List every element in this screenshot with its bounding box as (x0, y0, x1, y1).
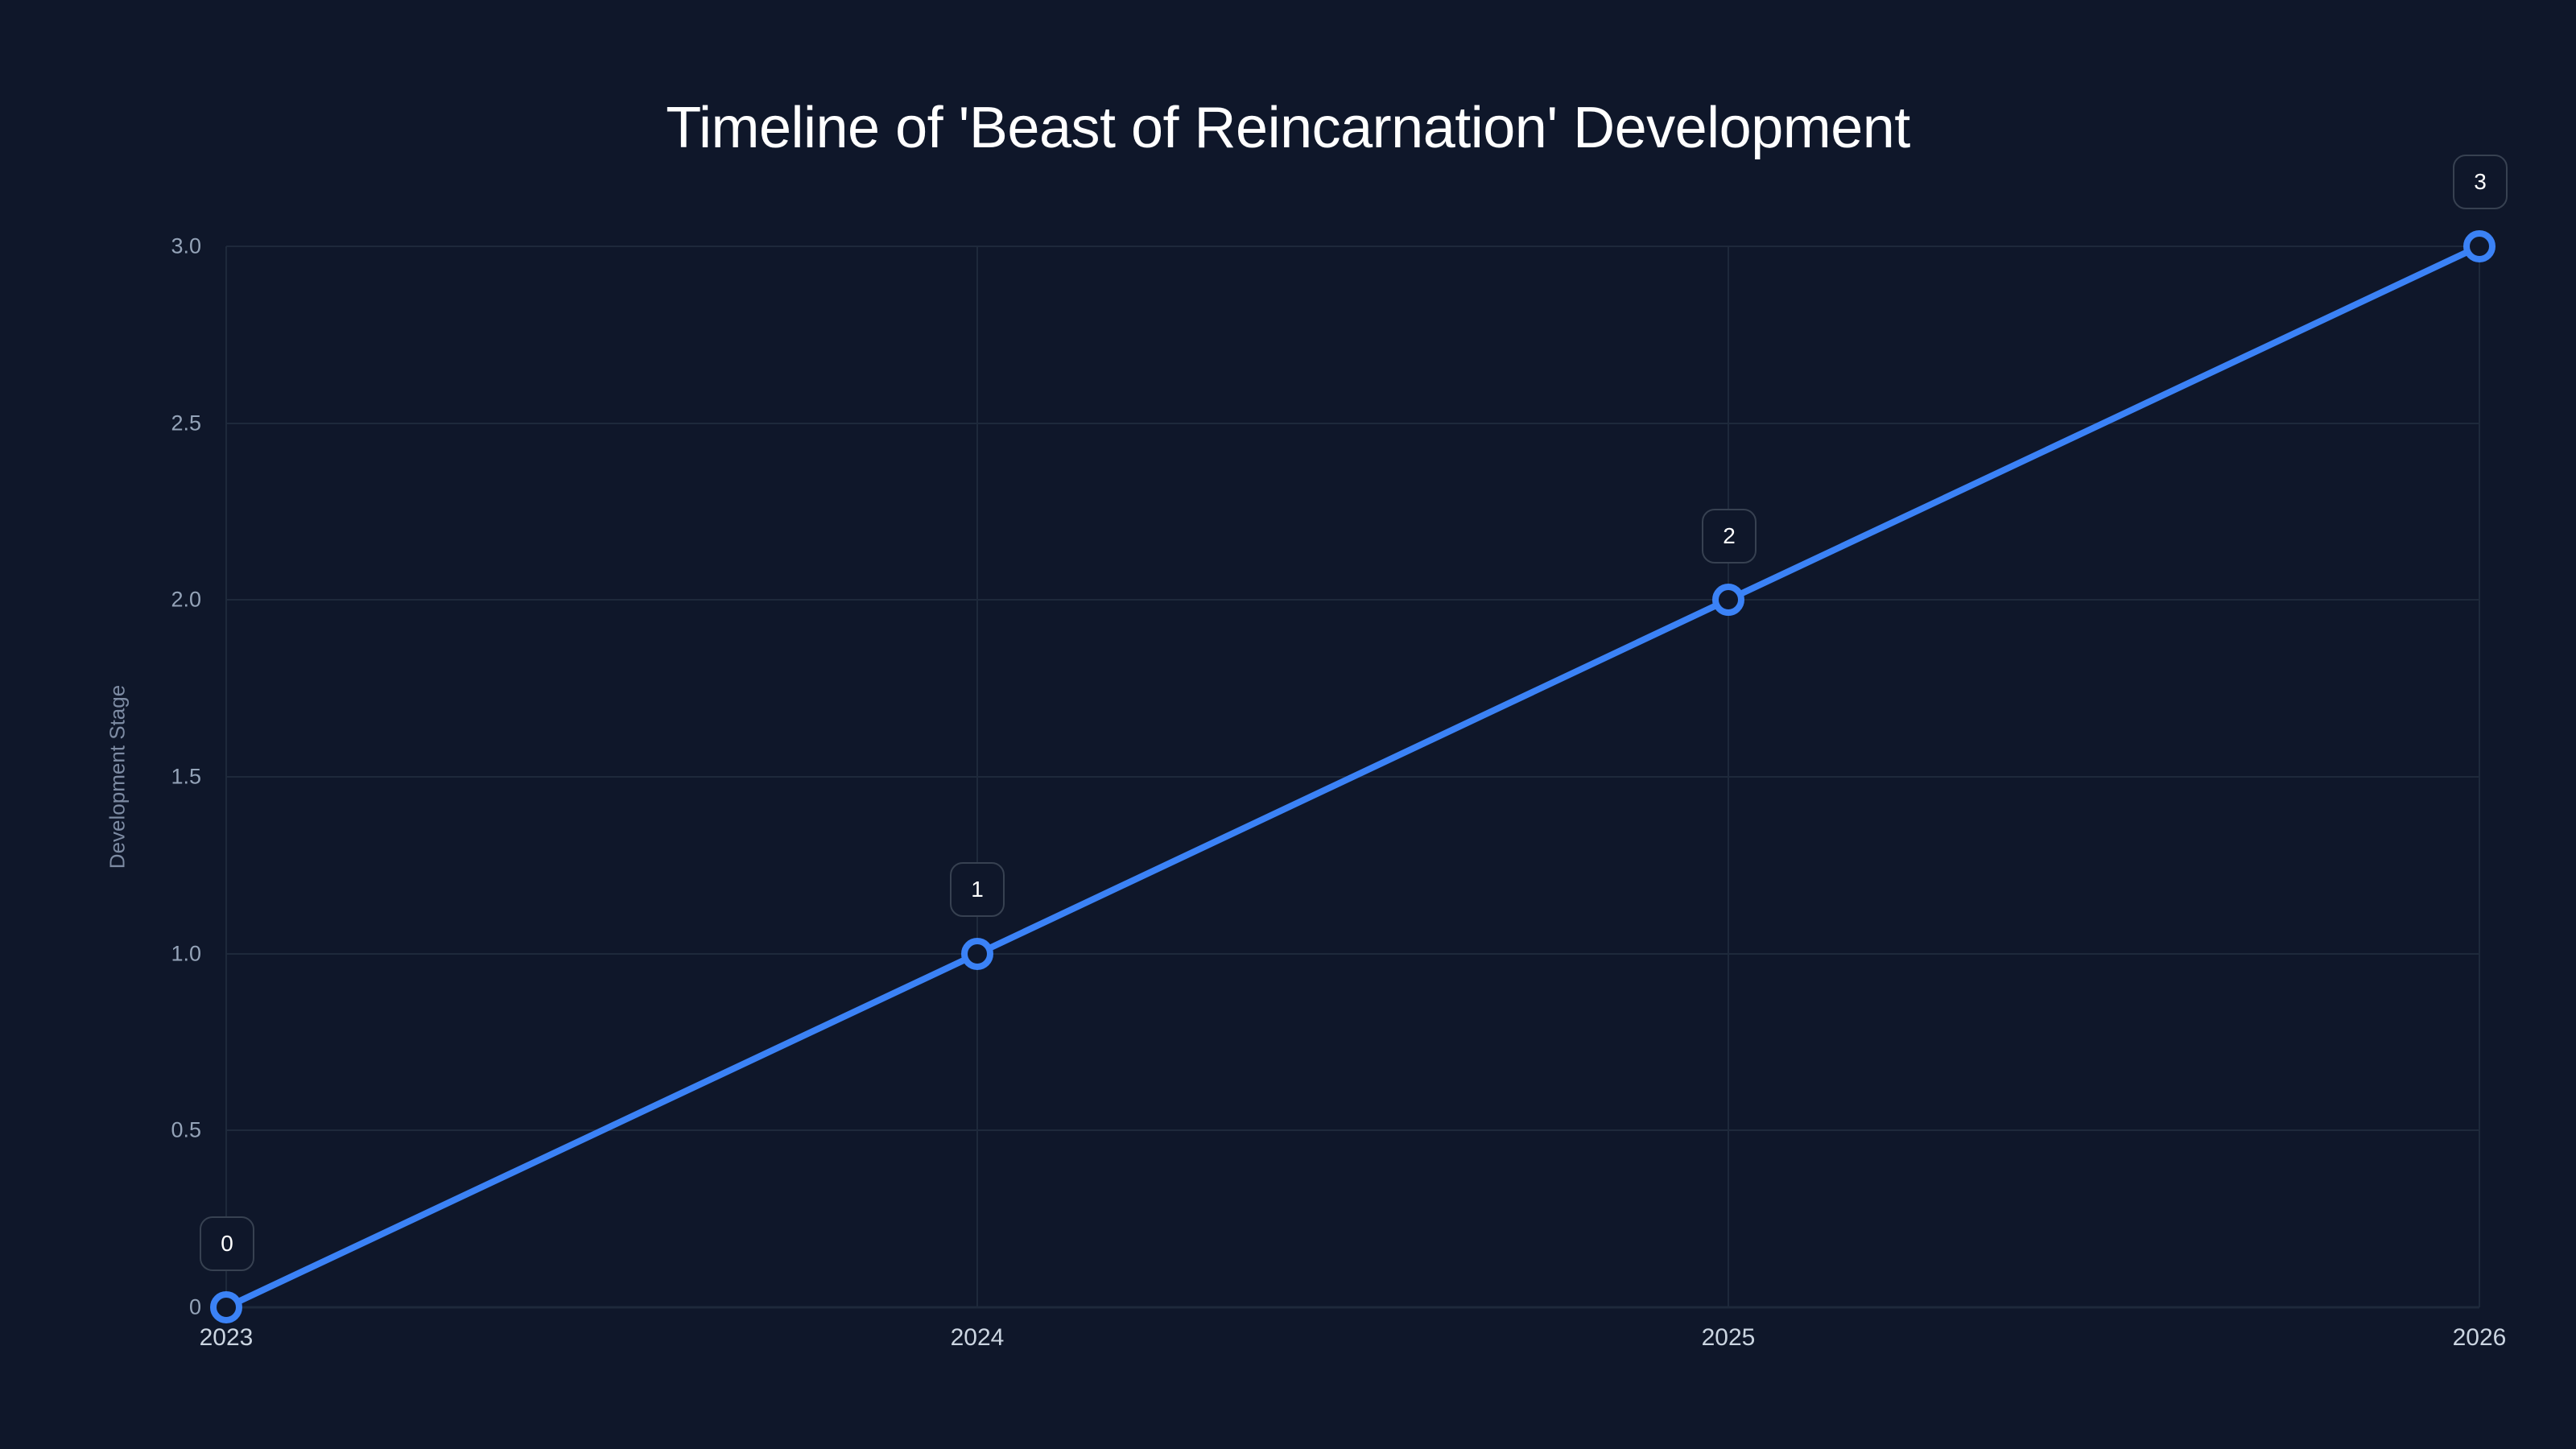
chart-title: Timeline of 'Beast of Reincarnation' Dev… (666, 96, 1910, 160)
data-point[interactable] (1712, 584, 1744, 616)
x-tick: 2023 (199, 1324, 254, 1351)
y-tick: 0.5 (171, 1117, 201, 1142)
y-tick: 2.0 (171, 587, 201, 612)
x-tick: 2025 (1701, 1324, 1756, 1351)
y-tick: 1.0 (171, 941, 201, 966)
data-point[interactable] (210, 1291, 242, 1323)
data-label: 0 (200, 1216, 254, 1271)
data-point[interactable] (961, 938, 993, 970)
data-label: 2 (1702, 509, 1757, 564)
data-label: 3 (2453, 155, 2508, 209)
x-tick: 2024 (950, 1324, 1005, 1351)
y-tick: 0 (188, 1294, 201, 1319)
y-tick: 3.0 (171, 233, 201, 258)
data-label: 1 (950, 862, 1005, 917)
y-tick: 2.5 (171, 411, 201, 436)
data-point[interactable] (2463, 230, 2496, 262)
y-tick: 1.5 (171, 764, 201, 789)
x-tick: 2026 (2452, 1324, 2507, 1351)
data-points (210, 230, 2496, 1323)
series-line (223, 243, 2483, 1311)
